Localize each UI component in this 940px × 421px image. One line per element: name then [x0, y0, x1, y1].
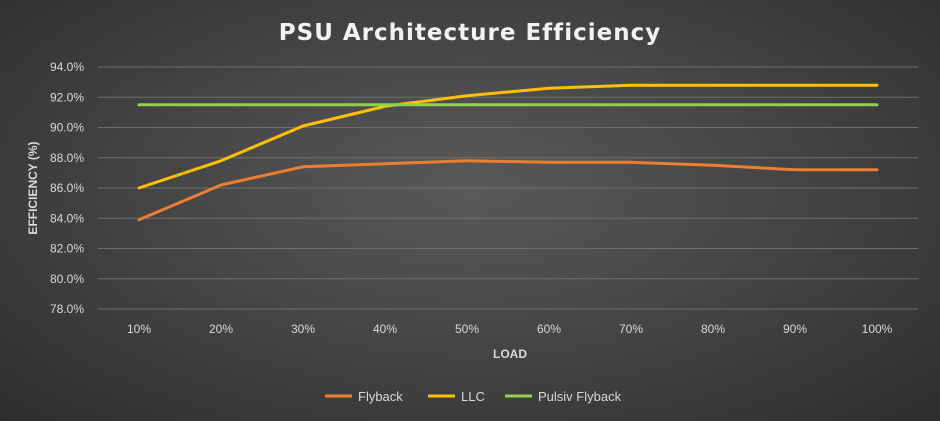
legend-label-flyback: Flyback — [358, 389, 403, 404]
x-tick-label: 10% — [127, 322, 151, 336]
chart-title: PSU Architecture Efficiency — [279, 20, 661, 46]
legend-label-pulsiv-flyback: Pulsiv Flyback — [538, 389, 622, 404]
x-axis-ticks: 10% 20% 30% 40% 50% 60% 70% 80% 90% 100% — [127, 322, 893, 336]
y-axis-ticks: 78.0% 80.0% 82.0% 84.0% 86.0% 88.0% 90.0% 92.0%… — [50, 60, 84, 316]
x-tick-label: 100% — [862, 322, 893, 336]
y-tick-label: 94.0% — [50, 60, 84, 74]
y-tick-label: 86.0% — [50, 181, 84, 195]
series-line-llc — [137, 83, 879, 190]
series-lines — [137, 83, 879, 222]
y-tick-label: 92.0% — [50, 90, 84, 104]
legend-label-llc: LLC — [461, 389, 485, 404]
y-tick-label: 90.0% — [50, 121, 84, 135]
y-tick-label: 78.0% — [50, 302, 84, 316]
x-axis-title: LOAD — [493, 347, 527, 361]
y-tick-label: 84.0% — [50, 211, 84, 225]
x-tick-label: 60% — [537, 322, 561, 336]
x-tick-label: 30% — [291, 322, 315, 336]
gridlines — [98, 66, 918, 310]
y-axis-title: EFFICIENCY (%) — [26, 141, 40, 234]
x-tick-label: 70% — [619, 322, 643, 336]
x-tick-label: 80% — [701, 322, 725, 336]
x-tick-label: 90% — [783, 322, 807, 336]
y-tick-label: 88.0% — [50, 151, 84, 165]
x-tick-label: 20% — [209, 322, 233, 336]
y-tick-label: 82.0% — [50, 242, 84, 256]
y-tick-label: 80.0% — [50, 272, 84, 286]
legend: Flyback LLC Pulsiv Flyback — [325, 389, 622, 404]
x-tick-label: 50% — [455, 322, 479, 336]
x-tick-label: 40% — [373, 322, 397, 336]
series-line-flyback — [137, 159, 879, 222]
